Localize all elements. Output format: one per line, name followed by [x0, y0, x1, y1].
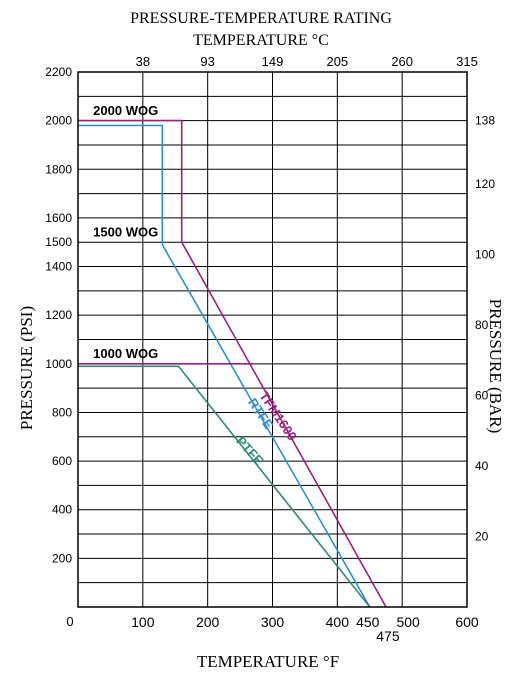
series-line-tfm1600 [78, 119, 387, 608]
y2-tick-label: 40 [475, 459, 489, 473]
x-top-tick-label: 260 [391, 54, 413, 69]
y-tick-label: 800 [52, 405, 72, 419]
x-top-tick-label: 93 [200, 54, 214, 69]
y-tick-label: 600 [52, 454, 72, 468]
wog-label: 1000 WOG [93, 346, 158, 361]
series-layer [78, 119, 387, 608]
y-tick-label: 2200 [45, 65, 72, 79]
y2-tick-label: 60 [475, 388, 489, 402]
grid [78, 71, 467, 607]
chart-title: PRESSURE-TEMPERATURE RATING [130, 10, 392, 27]
series-line-ptfe [78, 365, 371, 608]
y-tick-label: 1500 [45, 235, 72, 249]
x-tick-label: 200 [196, 614, 220, 630]
y-tick-label: 1800 [45, 162, 72, 176]
y2-tick-label: 100 [475, 247, 495, 261]
y-tick-label: 1600 [45, 211, 72, 225]
y-tick-label: 2000 [45, 114, 72, 128]
x-tick-label: 100 [131, 614, 155, 630]
y2-tick-label: 80 [475, 318, 489, 332]
x-top-tick-label: 149 [262, 54, 284, 69]
y-tick-label: 400 [52, 503, 72, 517]
x-tick-label: 600 [455, 614, 479, 630]
x-top-tick-label: 38 [136, 54, 150, 69]
y2-tick-label: 120 [475, 177, 495, 191]
top-axis-title: TEMPERATURE °C [193, 32, 329, 49]
y-tick-label: 1000 [45, 357, 72, 371]
x-tick-label: 475 [376, 628, 400, 644]
x-top-tick-label: 315 [456, 54, 478, 69]
x-tick-label: 400 [326, 614, 350, 630]
x-tick-label: 450 [356, 614, 380, 630]
x-axis-title: TEMPERATURE °F [197, 652, 339, 671]
y2-axis-title: PRESSURE (BAR) [486, 299, 505, 434]
y-tick-label: 200 [52, 551, 72, 565]
tick-layer: 2004006008001000120014001500160018002000… [45, 54, 495, 644]
y2-tick-label: 138 [475, 114, 495, 128]
series-label: PTFE [233, 433, 267, 468]
plot-frame [77, 71, 468, 608]
x-top-tick-label: 205 [326, 54, 348, 69]
y-axis-title: PRESSURE (PSI) [17, 306, 36, 430]
y-tick-label: 1400 [45, 260, 72, 274]
wog-label: 1500 WOG [93, 224, 158, 239]
y-tick-label: 1200 [45, 308, 72, 322]
x-tick-label: 300 [261, 614, 285, 630]
x-origin-label: 0 [66, 614, 73, 629]
wog-label: 2000 WOG [93, 103, 158, 118]
series-line-rtfe [78, 124, 371, 608]
y2-tick-label: 20 [475, 529, 489, 543]
x-tick-label: 500 [396, 614, 420, 630]
